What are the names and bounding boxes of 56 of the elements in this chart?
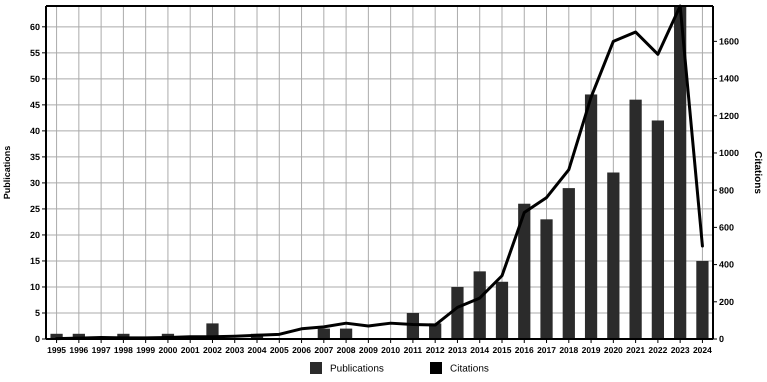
x-tick-label: 2013 <box>448 345 468 355</box>
x-tick-label: 2009 <box>358 345 378 355</box>
y2-tick-label: 1600 <box>719 36 740 46</box>
y-tick-label: 10 <box>30 282 40 292</box>
x-tick-label: 2015 <box>492 345 512 355</box>
x-tick-label: 2001 <box>180 345 200 355</box>
x-tick-label: 2011 <box>404 345 422 355</box>
x-tick-label: 2008 <box>336 345 356 355</box>
y2-tick-label: 400 <box>719 260 734 270</box>
x-tick-label: 2014 <box>470 345 490 355</box>
x-tick-label: 2010 <box>381 345 400 355</box>
x-tick-label: 2000 <box>158 345 178 355</box>
x-tick-label: 2018 <box>559 345 579 355</box>
legend-label: Citations <box>450 364 489 374</box>
x-tick-label: 2005 <box>270 345 290 355</box>
y2-tick-label: 1200 <box>719 110 740 121</box>
y2-axis-title: Citations <box>752 151 763 194</box>
x-tick-label: 2022 <box>648 345 668 355</box>
y-tick-label: 35 <box>30 152 40 162</box>
x-tick-label: 2024 <box>692 345 712 355</box>
x-tick-label: 1996 <box>69 345 89 355</box>
y2-tick-label: 0 <box>719 334 724 344</box>
x-tick-label: 1999 <box>136 345 156 355</box>
x-tick-label: 1997 <box>92 345 111 355</box>
y-tick-label: 0 <box>34 334 40 344</box>
y-tick-label: 30 <box>30 178 40 188</box>
x-tick-label: 2006 <box>292 345 312 355</box>
legend-label: Publications <box>330 364 384 374</box>
x-tick-label: 1995 <box>47 345 66 355</box>
y-tick-label: 15 <box>30 256 40 266</box>
x-tick-label: 2003 <box>225 345 244 355</box>
y2-tick-label: 200 <box>719 296 734 307</box>
y2-tick-label: 1400 <box>719 74 740 84</box>
x-tick-label: 2020 <box>604 345 624 355</box>
x-tick-label: 1998 <box>114 345 134 355</box>
x-tick-label: 2007 <box>314 345 334 355</box>
y2-tick-label: 1000 <box>719 148 740 158</box>
y2-tick-label: 800 <box>719 185 734 196</box>
x-tick-label: 2017 <box>537 345 556 355</box>
y-tick-label: 45 <box>30 100 40 110</box>
x-tick-label: 2002 <box>203 345 222 355</box>
y2-tick-label: 600 <box>719 222 734 233</box>
x-tick-label: 2016 <box>514 345 534 355</box>
y-tick-label: 25 <box>30 204 40 214</box>
x-tick-label: 2021 <box>626 345 646 355</box>
y-tick-label: 40 <box>30 126 40 136</box>
x-tick-label: 2004 <box>248 345 267 355</box>
y-tick-label: 60 <box>30 22 40 32</box>
y-tick-label: 20 <box>30 230 40 240</box>
y-axis-title: Publications <box>2 146 12 200</box>
x-tick-label: 2012 <box>426 345 445 355</box>
x-tick-label: 2023 <box>670 345 690 355</box>
y-tick-label: 55 <box>30 48 40 58</box>
x-tick-label: 2019 <box>582 345 601 355</box>
y-tick-label: 5 <box>34 308 40 318</box>
y-tick-label: 50 <box>30 74 40 84</box>
